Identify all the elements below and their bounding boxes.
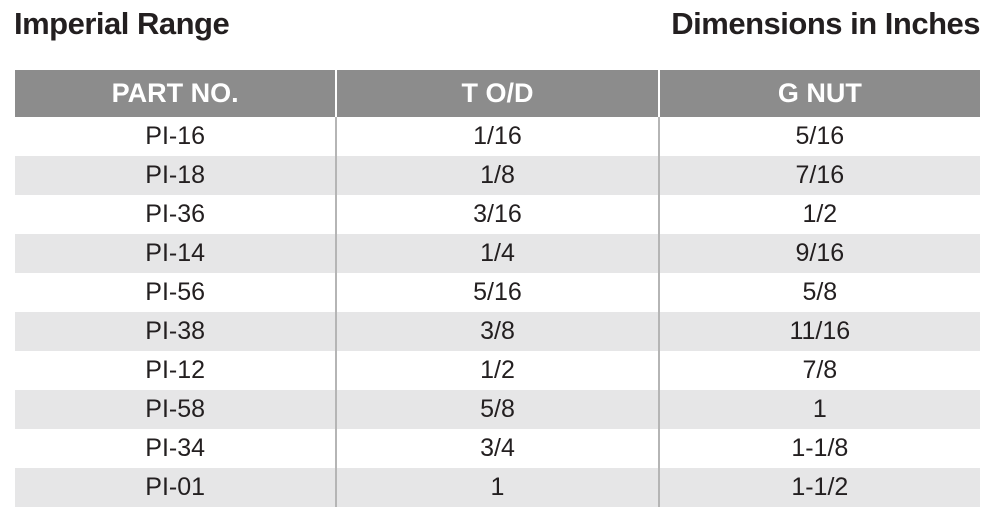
table-cell: PI-01: [145, 473, 206, 501]
table-cell: 3/16: [335, 195, 657, 234]
table-cell: 1: [657, 390, 980, 429]
table-cell: 5/16: [335, 273, 657, 312]
column-header: PART NO.: [111, 78, 239, 108]
table-cell: PI-56: [145, 278, 206, 306]
table-cell: 7/16: [657, 156, 980, 195]
table-cell: 1-1/2: [657, 468, 980, 507]
table-row: PI-58 5/8 1: [15, 390, 980, 429]
subtitle: Dimensions in Inches: [671, 6, 980, 41]
table: PART NO. T O/D G NUT PI-16 1/16 5/16 PI-18 1/8 7…: [15, 70, 980, 507]
table-cell: 1/2: [335, 351, 657, 390]
table-cell: PI-16: [145, 122, 206, 150]
table-cell: 5/8: [657, 273, 980, 312]
table-cell: 1-1/8: [657, 429, 980, 468]
table-cell: PI-18: [145, 161, 206, 189]
table-cell: 3/8: [335, 312, 657, 351]
header-row: PART NO. T O/D G NUT: [15, 70, 980, 117]
table-row: PI-16 1/16 5/16: [15, 117, 980, 156]
table-row: PI-18 1/8 7/16: [15, 156, 980, 195]
table-cell: 3/4: [335, 429, 657, 468]
table-cell: 1: [335, 468, 657, 507]
table-cell: 5/8: [335, 390, 657, 429]
table-row: PI-12 1/2 7/8: [15, 351, 980, 390]
table-cell: PI-34: [145, 434, 206, 462]
table-cell: PI-58: [145, 395, 206, 423]
table-row: PI-34 3/4 1-1/8: [15, 429, 980, 468]
table-cell: 1/16: [335, 117, 657, 156]
table-row: PI-14 1/4 9/16: [15, 234, 980, 273]
table-row: PI-01 1 1-1/2: [15, 468, 980, 507]
table-cell: 1/8: [335, 156, 657, 195]
table-cell: 1/4: [335, 234, 657, 273]
table-cell: 9/16: [657, 234, 980, 273]
table-cell: PI-14: [145, 239, 206, 267]
table-cell: 7/8: [657, 351, 980, 390]
table-row: PI-38 3/8 11/16: [15, 312, 980, 351]
column-header: T O/D: [335, 70, 657, 117]
table-row: PI-36 3/16 1/2: [15, 195, 980, 234]
table-cell: PI-36: [145, 200, 206, 228]
table-cell: 11/16: [657, 312, 980, 351]
table-row: PI-56 5/16 5/8: [15, 273, 980, 312]
table-cell: PI-12: [145, 356, 206, 384]
title: Imperial Range: [14, 6, 230, 41]
column-header: G NUT: [657, 70, 980, 117]
table-cell: PI-38: [145, 317, 206, 345]
table-cell: 5/16: [657, 117, 980, 156]
table-cell: 1/2: [657, 195, 980, 234]
